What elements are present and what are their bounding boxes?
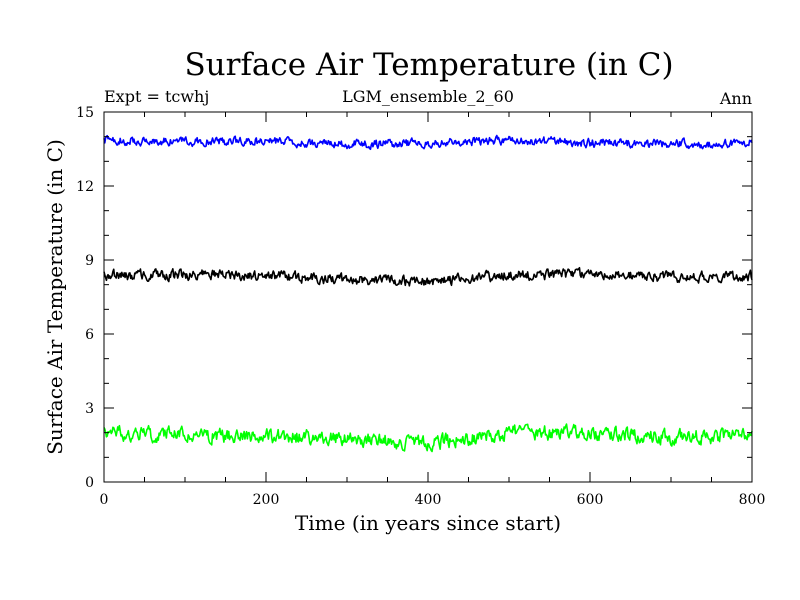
chart-title: Surface Air Temperature (in C)	[184, 47, 673, 83]
season-label: Ann	[719, 89, 752, 108]
y-tick-label: 6	[85, 327, 94, 343]
x-tick-label: 200	[253, 492, 280, 508]
experiment-label: Expt = tcwhj	[104, 87, 209, 106]
y-tick-label: 9	[85, 253, 94, 269]
ensemble-label: LGM_ensemble_2_60	[342, 87, 514, 106]
series-layer	[103, 134, 753, 453]
x-tick-label: 600	[577, 492, 604, 508]
y-tick-label: 12	[76, 179, 94, 195]
series-line-lower	[103, 423, 753, 453]
series-line-upper	[103, 134, 753, 151]
y-tick-label: 15	[76, 105, 94, 121]
series-line-middle	[103, 266, 753, 287]
x-tick-label: 0	[100, 492, 109, 508]
plot-frame	[103, 111, 753, 483]
y-tick-label: 3	[85, 401, 94, 417]
x-tick-label: 800	[739, 492, 766, 508]
ticks-layer: 0 200 400 600 800 0 3 6 9 12 15	[76, 105, 765, 508]
y-tick-label: 0	[85, 475, 94, 491]
x-tick-label: 400	[415, 492, 442, 508]
x-axis-label: Time (in years since start)	[295, 511, 561, 535]
y-axis-label: Surface Air Temperature (in C)	[43, 139, 67, 455]
